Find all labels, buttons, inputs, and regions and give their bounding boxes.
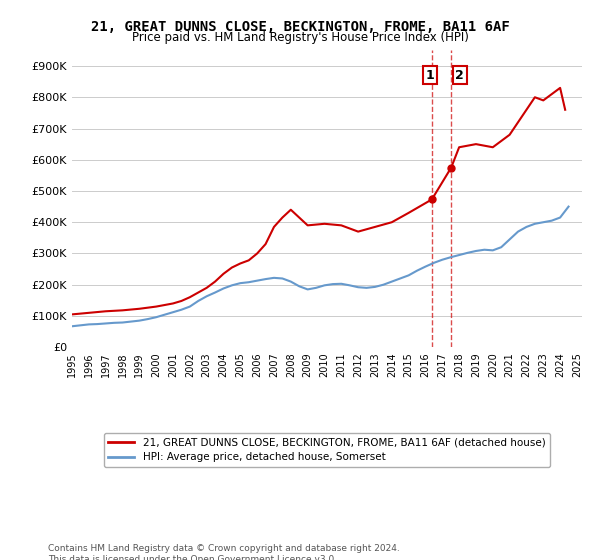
Text: Contains HM Land Registry data © Crown copyright and database right 2024.
This d: Contains HM Land Registry data © Crown c… (48, 544, 400, 560)
Legend: 21, GREAT DUNNS CLOSE, BECKINGTON, FROME, BA11 6AF (detached house), HPI: Averag: 21, GREAT DUNNS CLOSE, BECKINGTON, FROME… (104, 433, 550, 466)
Text: 2: 2 (455, 69, 464, 82)
Text: Price paid vs. HM Land Registry's House Price Index (HPI): Price paid vs. HM Land Registry's House … (131, 31, 469, 44)
Text: 1: 1 (426, 69, 434, 82)
Text: 21, GREAT DUNNS CLOSE, BECKINGTON, FROME, BA11 6AF: 21, GREAT DUNNS CLOSE, BECKINGTON, FROME… (91, 20, 509, 34)
